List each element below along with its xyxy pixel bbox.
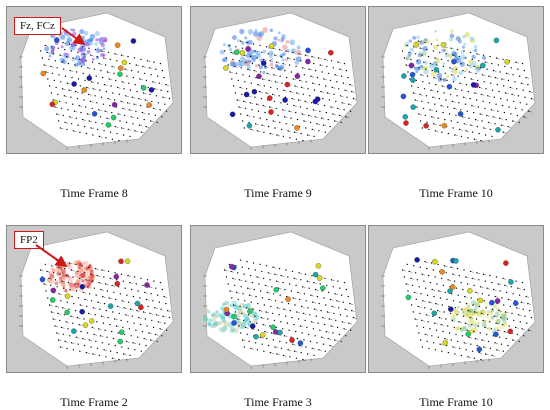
callout-fp2: FP2 bbox=[14, 231, 44, 249]
caption-2: Time Frame 9 bbox=[244, 186, 312, 200]
caption-1: Time Frame 8 bbox=[60, 186, 128, 200]
head-mesh-5 bbox=[202, 231, 358, 369]
caption-4: Time Frame 2 bbox=[60, 395, 128, 409]
head-mesh-6 bbox=[381, 231, 536, 369]
topography-panel-5 bbox=[190, 225, 366, 373]
head-mesh-2 bbox=[203, 12, 358, 150]
head-mesh-1 bbox=[19, 12, 174, 150]
caption-3: Time Frame 10 bbox=[419, 186, 493, 200]
caption-5: Time Frame 3 bbox=[244, 395, 312, 409]
topography-panel-2 bbox=[190, 6, 366, 154]
topography-panel-6 bbox=[368, 225, 544, 373]
caption-6: Time Frame 10 bbox=[419, 395, 493, 409]
callout-fz-fcz: Fz, FCz bbox=[14, 17, 61, 35]
topography-panel-1 bbox=[6, 6, 182, 154]
head-mesh-3 bbox=[381, 12, 536, 150]
topography-panel-3 bbox=[368, 6, 544, 154]
